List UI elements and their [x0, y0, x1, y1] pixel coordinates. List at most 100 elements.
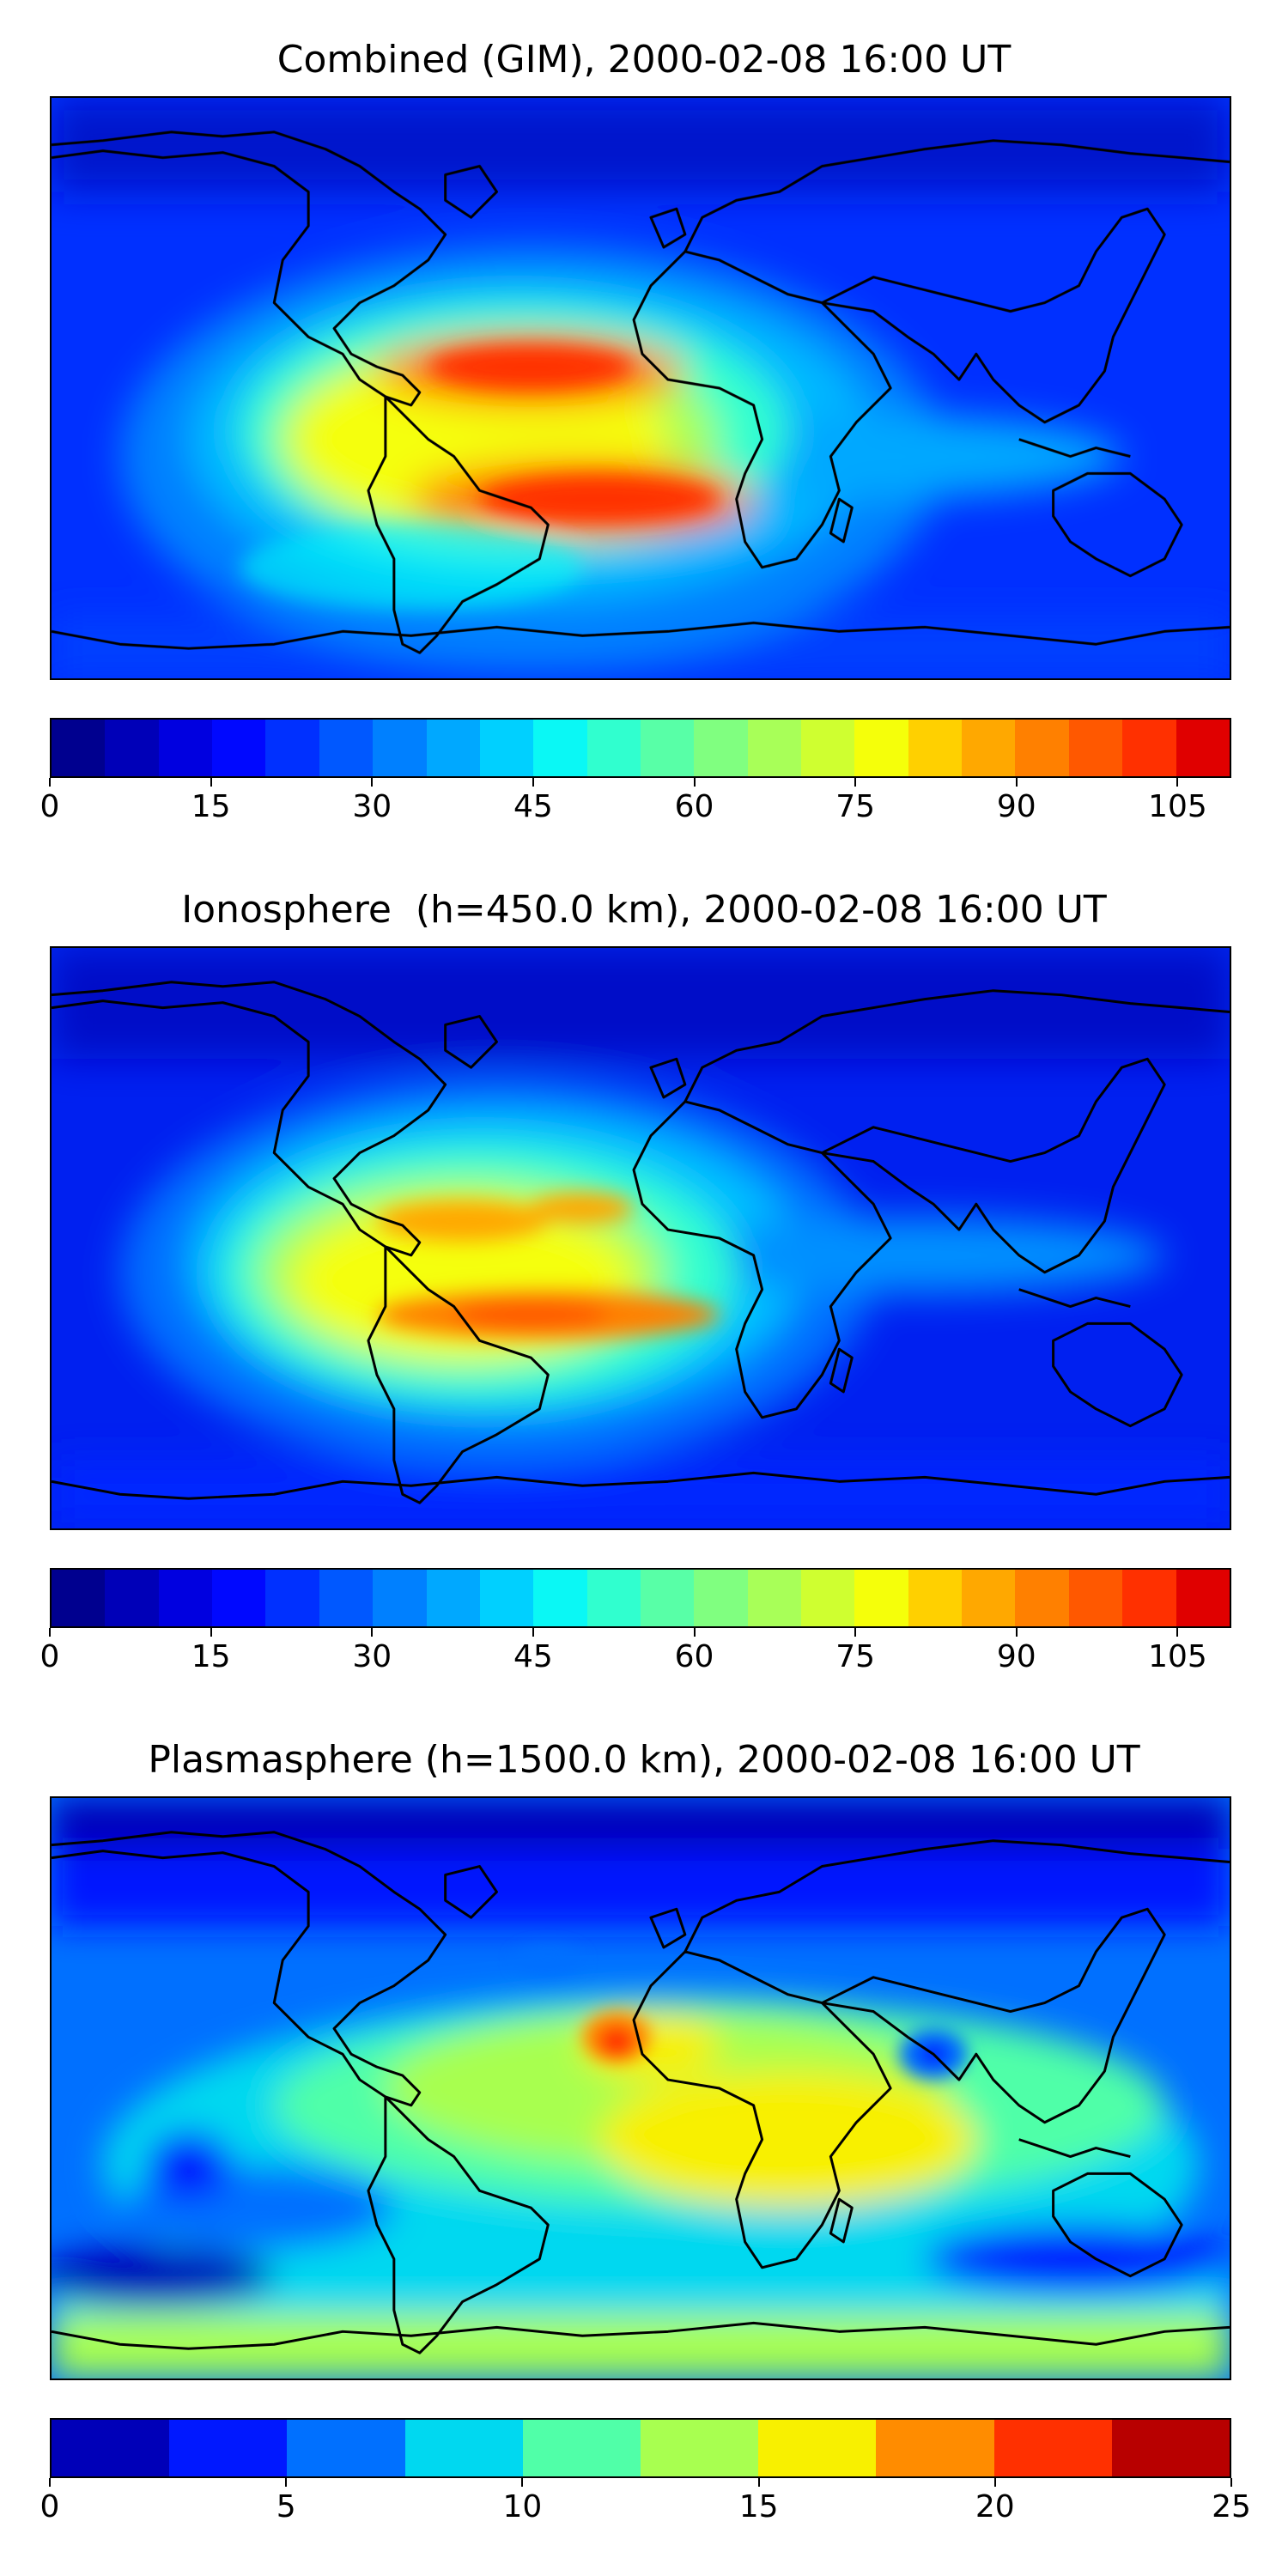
- colorbar-segment: [801, 720, 855, 776]
- colorbar-tick-label: 0: [39, 1639, 60, 1674]
- colorbar-segment: [265, 720, 319, 776]
- colorbar-tick-label: 60: [674, 1639, 714, 1674]
- colorbar-segment: [479, 1570, 534, 1626]
- colorbar-segment: [373, 1570, 427, 1626]
- panel-3-colorbar: [50, 2418, 1231, 2478]
- colorbar-segment: [52, 1570, 106, 1626]
- panel-1-colorbar-ticks: 0 15 30 45 60 75 90 105: [40, 778, 1231, 829]
- colorbar-tick-label: 15: [738, 2489, 779, 2524]
- colorbar-tick-mark: [854, 1628, 857, 1637]
- colorbar-segment: [854, 1570, 908, 1626]
- colorbar-segment: [962, 720, 1016, 776]
- panel-1-colorbar: [50, 718, 1231, 778]
- colorbar-segment: [586, 720, 641, 776]
- colorbar-segment: [426, 1570, 480, 1626]
- colorbar-tick-label: 75: [835, 1639, 876, 1674]
- colorbar-tick-label: 90: [996, 789, 1036, 824]
- colorbar-segment: [1122, 720, 1176, 776]
- panel-1-map: [50, 96, 1231, 680]
- colorbar-tick-mark: [210, 1628, 212, 1637]
- colorbar-tick-mark: [1176, 1628, 1179, 1637]
- colorbar-segment: [287, 2420, 405, 2476]
- plasmasphere-tec-heatmap: [52, 1798, 1230, 2379]
- panel-3-title: Plasmasphere (h=1500.0 km), 2000-02-08 1…: [148, 1738, 1140, 1782]
- colorbar-segment: [908, 720, 963, 776]
- colorbar-tick-mark: [693, 1628, 696, 1637]
- colorbar-tick-label: 15: [191, 1639, 231, 1674]
- colorbar-segment: [1176, 1570, 1230, 1626]
- colorbar-segment: [52, 2420, 170, 2476]
- colorbar-tick-mark: [1015, 778, 1018, 787]
- colorbar-segment: [747, 1570, 802, 1626]
- colorbar-tick-mark: [521, 2478, 524, 2487]
- colorbar-tick-label: 10: [502, 2489, 543, 2524]
- colorbar-tick-mark: [854, 778, 857, 787]
- colorbar-tick-label: 30: [352, 1639, 392, 1674]
- colorbar-segment: [319, 720, 374, 776]
- panel-3-colorbar-ticks: 0 5 10 15 20 25: [40, 2478, 1251, 2530]
- colorbar-segment: [105, 720, 159, 776]
- panel-2-map: [50, 946, 1231, 1530]
- colorbar-segment: [52, 720, 106, 776]
- colorbar-segment: [533, 1570, 587, 1626]
- colorbar-segment: [265, 1570, 319, 1626]
- colorbar-segment: [641, 2420, 759, 2476]
- colorbar-segment: [640, 720, 695, 776]
- colorbar-tick-label: 30: [352, 789, 392, 824]
- colorbar-segment: [373, 720, 427, 776]
- colorbar-segment: [212, 1570, 266, 1626]
- colorbar-segment: [522, 2420, 641, 2476]
- colorbar-tick-label: 105: [1148, 1639, 1207, 1674]
- colorbar-tick-mark: [532, 1628, 534, 1637]
- colorbar-segment: [586, 1570, 641, 1626]
- colorbar-tick-label: 5: [276, 2489, 296, 2524]
- colorbar-tick-label: 15: [191, 789, 231, 824]
- colorbar-segment: [908, 1570, 963, 1626]
- panel-3-map: [50, 1796, 1231, 2380]
- colorbar-segment: [1068, 720, 1123, 776]
- colorbar-segment: [758, 2420, 877, 2476]
- colorbar-segment: [533, 720, 587, 776]
- colorbar-segment: [404, 2420, 523, 2476]
- colorbar-tick-label: 25: [1212, 2489, 1251, 2524]
- colorbar-tick-mark: [210, 778, 212, 787]
- panel-2-colorbar: [50, 1568, 1231, 1628]
- colorbar-segment: [1176, 720, 1230, 776]
- colorbar-tick-mark: [49, 2478, 51, 2487]
- colorbar-segment: [694, 720, 748, 776]
- colorbar-tick-mark: [532, 778, 534, 787]
- colorbar-tick-mark: [371, 778, 374, 787]
- combined-tec-heatmap: [52, 98, 1230, 678]
- colorbar-tick-mark: [49, 778, 51, 787]
- colorbar-tick-label: 45: [513, 1639, 553, 1674]
- colorbar-tick-label: 90: [996, 1639, 1036, 1674]
- colorbar-segment: [426, 720, 480, 776]
- colorbar-segment: [158, 720, 213, 776]
- panel-2-title: Ionosphere (h=450.0 km), 2000-02-08 16:0…: [181, 888, 1107, 932]
- colorbar-segment: [993, 2420, 1112, 2476]
- colorbar-tick-mark: [1230, 2478, 1232, 2487]
- colorbar-tick-mark: [993, 2478, 996, 2487]
- colorbar-tick-mark: [1176, 778, 1179, 787]
- colorbar-segment: [1015, 720, 1069, 776]
- colorbar-tick-mark: [693, 778, 696, 787]
- panel-1-title: Combined (GIM), 2000-02-08 16:00 UT: [276, 38, 1012, 82]
- ionosphere-tec-heatmap: [52, 948, 1230, 1528]
- colorbar-segment: [479, 720, 534, 776]
- colorbar-segment: [962, 1570, 1016, 1626]
- colorbar-tick-label: 75: [835, 789, 876, 824]
- colorbar-segment: [158, 1570, 213, 1626]
- colorbar-tick-label: 45: [513, 789, 553, 824]
- colorbar-tick-label: 0: [39, 2489, 60, 2524]
- panel-2-colorbar-ticks: 0 15 30 45 60 75 90 105: [40, 1628, 1231, 1680]
- colorbar-tick-label: 60: [674, 789, 714, 824]
- colorbar-segment: [640, 1570, 695, 1626]
- colorbar-tick-mark: [757, 2478, 760, 2487]
- colorbar-tick-mark: [49, 1628, 51, 1637]
- colorbar-segment: [1122, 1570, 1176, 1626]
- colorbar-tick-mark: [285, 2478, 288, 2487]
- colorbar-segment: [169, 2420, 288, 2476]
- colorbar-segment: [876, 2420, 994, 2476]
- colorbar-tick-mark: [1015, 1628, 1018, 1637]
- colorbar-segment: [1015, 1570, 1069, 1626]
